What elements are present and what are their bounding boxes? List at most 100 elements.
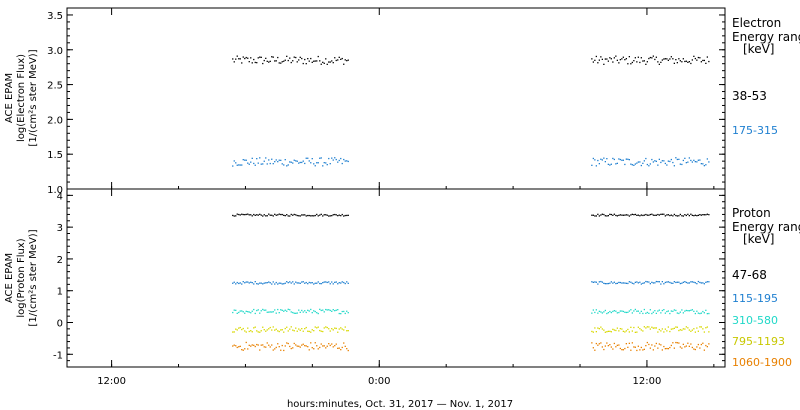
data-point — [666, 310, 668, 313]
data-point — [322, 282, 324, 284]
data-point — [693, 159, 695, 161]
data-point — [706, 56, 708, 58]
data-point — [271, 344, 273, 346]
data-point — [268, 281, 270, 283]
data-point — [305, 157, 307, 159]
data-point — [699, 281, 701, 284]
data-point — [625, 214, 627, 216]
y-tick-label: 2.0 — [47, 115, 63, 126]
data-point — [664, 348, 666, 350]
data-point — [615, 163, 617, 165]
data-point — [272, 163, 274, 165]
data-point — [631, 312, 633, 314]
data-point — [274, 309, 276, 311]
data-point — [242, 56, 244, 58]
proton-panel: -1 0 1 2 3 4 ACE EPAM log(Proton Flux) [1/(cm… — [4, 188, 800, 369]
data-point — [690, 343, 692, 345]
data-point — [615, 310, 617, 312]
data-point — [346, 310, 348, 312]
data-point — [305, 63, 307, 65]
data-point — [304, 58, 306, 61]
data-point — [669, 281, 671, 284]
data-point — [296, 330, 298, 332]
data-point — [627, 328, 629, 331]
data-point — [678, 342, 680, 344]
data-point — [655, 214, 657, 216]
data-point — [320, 283, 322, 285]
data-point — [606, 331, 608, 333]
data-point — [607, 60, 609, 62]
data-point — [606, 283, 608, 285]
data-point — [660, 61, 662, 63]
data-point — [343, 158, 345, 161]
data-point — [346, 160, 348, 162]
data-point — [316, 60, 318, 62]
data-point — [328, 215, 330, 217]
data-point — [601, 346, 603, 348]
data-point — [241, 310, 243, 312]
data-point — [625, 282, 627, 284]
data-point — [682, 312, 684, 314]
data-point — [604, 58, 606, 60]
y-tick-label: 0 — [57, 319, 63, 330]
data-point — [232, 165, 234, 167]
data-point — [346, 348, 348, 350]
data-point — [642, 349, 644, 351]
data-point — [334, 310, 336, 312]
data-point — [287, 330, 289, 332]
data-point — [705, 214, 707, 216]
data-point — [290, 326, 292, 328]
data-point — [664, 281, 666, 284]
data-point — [332, 214, 334, 216]
data-point — [597, 327, 599, 329]
data-point — [304, 345, 306, 347]
data-point — [597, 213, 599, 215]
data-point — [660, 161, 662, 164]
data-point — [681, 329, 683, 331]
data-point — [612, 214, 614, 216]
data-point — [697, 312, 699, 314]
data-point — [699, 326, 701, 328]
data-point — [685, 162, 687, 164]
data-point — [640, 283, 642, 285]
data-point — [248, 344, 250, 346]
data-point — [332, 62, 334, 64]
data-point — [618, 158, 620, 160]
data-point — [636, 281, 638, 283]
data-point — [245, 341, 247, 344]
data-point — [296, 282, 298, 284]
data-point — [238, 311, 240, 314]
data-point — [625, 311, 627, 314]
data-point — [664, 58, 666, 60]
data-point — [702, 282, 704, 284]
data-point — [600, 56, 602, 58]
data-point — [598, 281, 600, 283]
y-tick-label: 3.5 — [47, 11, 63, 22]
data-point — [233, 344, 235, 346]
data-point — [274, 161, 276, 163]
data-point — [621, 58, 623, 60]
data-point — [616, 327, 618, 329]
data-point — [694, 331, 696, 333]
data-point — [310, 282, 312, 284]
data-point — [319, 60, 321, 62]
data-point — [322, 61, 324, 63]
electron-legend-title-line-3: [keV] — [743, 42, 774, 56]
data-point — [311, 158, 313, 160]
data-point — [313, 163, 315, 165]
data-point — [301, 281, 303, 283]
data-point — [313, 310, 315, 312]
data-point — [679, 60, 681, 62]
data-point — [663, 331, 665, 333]
data-point — [250, 214, 252, 216]
data-point — [308, 281, 310, 284]
data-point — [622, 214, 624, 216]
data-point — [344, 345, 346, 347]
data-point — [316, 282, 318, 284]
data-point — [238, 346, 240, 348]
data-point — [280, 309, 282, 311]
data-point — [307, 283, 309, 285]
data-point — [257, 309, 259, 311]
data-point — [693, 281, 695, 283]
data-point — [648, 326, 650, 328]
